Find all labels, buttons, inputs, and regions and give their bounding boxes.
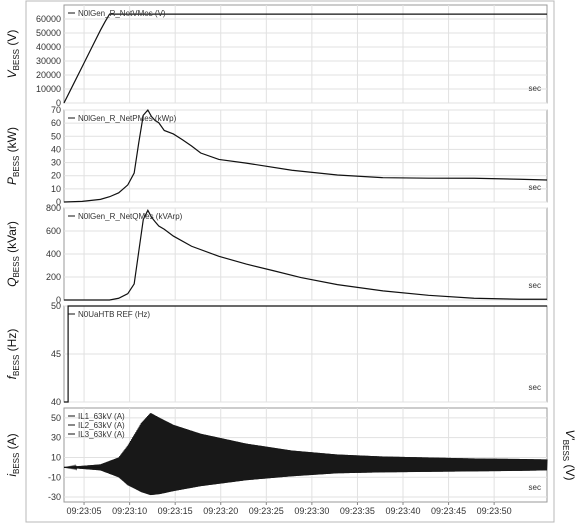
current-envelope-fill: [64, 412, 547, 496]
panel-2-series-1: [63, 108, 548, 203]
panel-1-legend-label-1: N0lGen_R_NetVMes (V): [78, 9, 166, 18]
panel-2-unit-label: sec: [529, 183, 541, 192]
panel-2-ytick-8: 70: [51, 105, 61, 115]
panel-4-series-1: [64, 305, 547, 403]
xtick-label-7: 09:23:35: [340, 506, 375, 516]
panel-5-legend-label-1: IL1_63kV (A): [78, 412, 125, 421]
panel-2-ytick-1: 0: [56, 197, 61, 207]
panel-3-ytick-2: 200: [46, 272, 61, 282]
xtick-label-5: 09:23:25: [249, 506, 284, 516]
panel-1-series-1: [63, 13, 547, 104]
panel-3-ytick-1: 0: [56, 295, 61, 305]
xtick-label-9: 09:23:45: [431, 506, 466, 516]
panel-4-ylabel: fBESS (Hz): [5, 329, 21, 380]
panel-2-ytick-3: 20: [51, 171, 61, 181]
panel-1-unit-label: sec: [529, 84, 541, 93]
xtick-label-4: 09:23:20: [203, 506, 238, 516]
panel-1-ylabel: VBESS (V): [5, 30, 21, 79]
panel-3-ytick-3: 400: [46, 249, 61, 259]
panel-2-legend-label-1: N0lGen_R_NetPMes (kWp): [78, 114, 177, 123]
xtick-label-1: 09:23:05: [67, 506, 102, 516]
panel-5-ytick-1: -30: [48, 492, 61, 502]
panel-5-legend-label-3: IL3_63kV (A): [78, 430, 125, 439]
xtick-label-8: 09:23:40: [385, 506, 420, 516]
panel-1-ytick-1: 0: [56, 98, 61, 108]
panel-5-ytick-5: 50: [51, 413, 61, 423]
xtick-label-3: 09:23:15: [158, 506, 193, 516]
panel-5-ytick-2: -10: [48, 472, 61, 482]
panel-5-ytick-4: 30: [51, 433, 61, 443]
panel-4-unit-label: sec: [529, 383, 541, 392]
panel-3-legend-label-1: N0lGen_R_NetQMes (kVArp): [78, 212, 183, 221]
panel-2-ytick-2: 10: [51, 184, 61, 194]
panel-5-right-label: V'BESS (V): [561, 430, 576, 481]
panel-1-ytick-5: 40000: [36, 42, 61, 52]
panel-1-ytick-2: 10000: [36, 84, 61, 94]
panel-4-ytick-2: 45: [51, 349, 61, 359]
panel-4-ytick-1: 40: [51, 397, 61, 407]
panel-5-ytick-3: 10: [51, 452, 61, 462]
panel-3-ytick-5: 800: [46, 203, 61, 213]
outer-frame: [25, 0, 555, 523]
panel-5-ylabel: iBESS (A): [5, 433, 21, 476]
panel-1-ytick-6: 50000: [36, 28, 61, 38]
panel-3-series-1: [64, 208, 548, 301]
panel-4-ytick-3: 50: [51, 301, 61, 311]
panel-1-ytick-3: 20000: [36, 70, 61, 80]
panel-3-unit-label: sec: [529, 281, 541, 290]
panel-2-ytick-6: 50: [51, 131, 61, 141]
panel-4-legend-label-1: N0UaHTB REF (Hz): [78, 310, 150, 319]
panel-2-ytick-4: 30: [51, 158, 61, 168]
panel-5-legend-label-2: IL2_63kV (A): [78, 421, 125, 430]
xtick-label-2: 09:23:10: [112, 506, 147, 516]
panel-2-ytick-7: 60: [51, 118, 61, 128]
panel-5-unit-label: sec: [529, 483, 541, 492]
panel-2-ytick-5: 40: [51, 144, 61, 154]
panel-3-ytick-4: 600: [46, 226, 61, 236]
panel-2-ylabel: PBESS (kW): [5, 127, 21, 185]
panel-1-plot-area: [63, 4, 548, 104]
xtick-label-10: 09:23:50: [477, 506, 512, 516]
panel-1-ytick-4: 30000: [36, 56, 61, 66]
xtick-label-6: 09:23:30: [294, 506, 329, 516]
panel-1-ytick-7: 60000: [36, 14, 61, 24]
panel-3-ylabel: QBESS (kVar): [5, 221, 21, 287]
